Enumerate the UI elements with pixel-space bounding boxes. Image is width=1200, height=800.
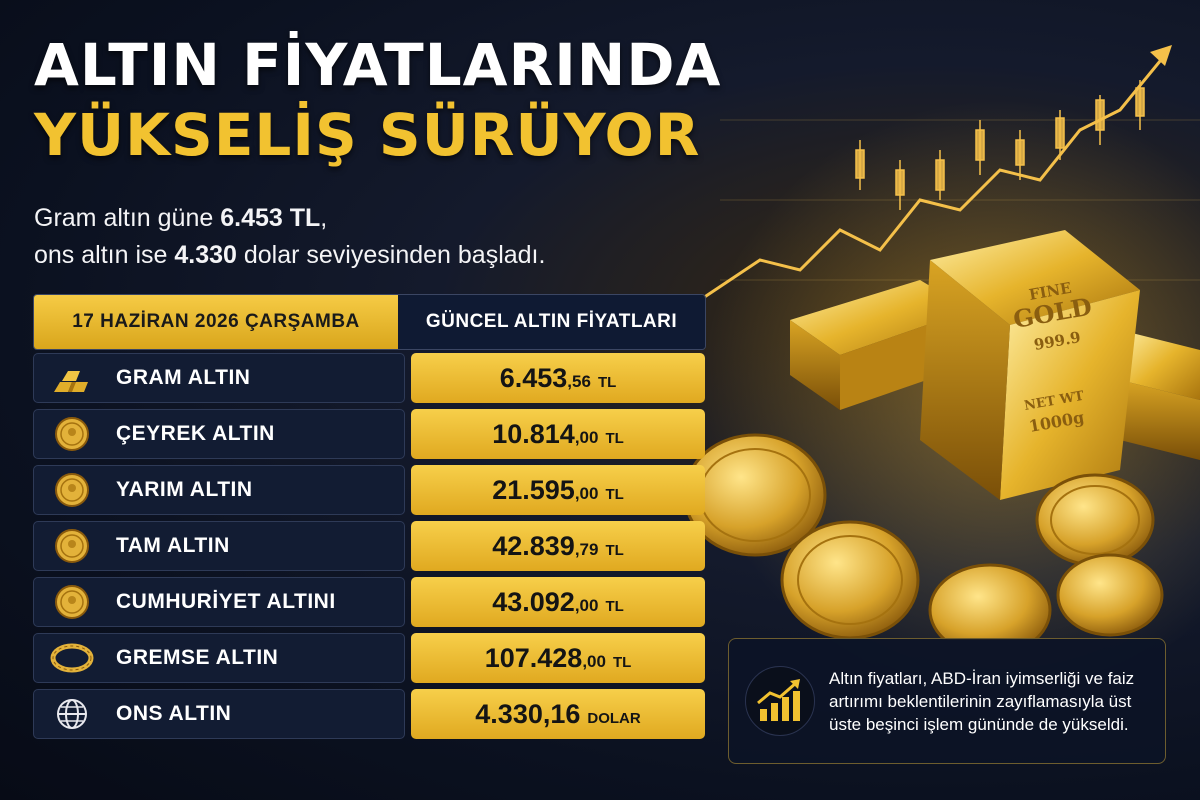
price-value: 4.330,16 bbox=[475, 699, 581, 729]
price-value: 107.428 bbox=[484, 643, 583, 673]
rising-chart-icon bbox=[745, 666, 815, 736]
row-name-cell: GREMSE ALTIN bbox=[33, 633, 405, 683]
gold-bars-icon bbox=[48, 358, 96, 398]
subtitle-line-1-text: Gram altın güne bbox=[34, 204, 221, 232]
price-decimal: ,56 bbox=[567, 372, 591, 391]
row-price-cell: 4.330,16 DOLAR bbox=[411, 689, 705, 739]
price-decimal: ,00 bbox=[574, 428, 599, 447]
row-name-cell: CUMHURİYET ALTINI bbox=[33, 577, 405, 627]
row-label: ONS ALTIN bbox=[116, 702, 232, 725]
subtitle-line-2-end: dolar seviyesinden başladı. bbox=[236, 241, 546, 269]
full-coin-icon bbox=[48, 526, 96, 566]
price-unit: TL bbox=[605, 542, 624, 559]
price-unit: TL bbox=[597, 374, 617, 391]
table-row: ÇEYREK ALTIN 10.814,00 TL bbox=[33, 406, 706, 462]
price-unit: TL bbox=[605, 598, 624, 615]
headline: ALTIN FİYATLARINDA YÜKSELİŞ SÜRÜYOR bbox=[34, 30, 754, 170]
subtitle-line-2-text: ons altın ise bbox=[34, 241, 175, 269]
row-price-cell: 21.595,00 TL bbox=[411, 465, 705, 515]
row-name-cell: GRAM ALTIN bbox=[33, 353, 405, 403]
note-text: Altın fiyatları, ABD-İran iyimserliği ve… bbox=[829, 668, 1135, 734]
subtitle: Gram altın güne 6.453 TL, ons altın ise … bbox=[34, 200, 734, 274]
price-value: 42.839 bbox=[492, 531, 575, 561]
table-header: 17 HAZİRAN 2026 ÇARŞAMBA GÜNCEL ALTIN Fİ… bbox=[33, 294, 706, 350]
price-value: 21.595 bbox=[492, 475, 575, 505]
table-row: GRAM ALTIN 6.453,56 TL bbox=[33, 350, 706, 406]
price-decimal: ,00 bbox=[574, 484, 599, 503]
table-row: TAM ALTIN 42.839,79 TL bbox=[33, 518, 706, 574]
candlesticks bbox=[855, 80, 1145, 210]
row-label: CUMHURİYET ALTINI bbox=[116, 590, 336, 613]
half-coin-icon bbox=[48, 470, 96, 510]
table-row: CUMHURİYET ALTINI 43.092,00 TL bbox=[33, 574, 706, 630]
row-label: ÇEYREK ALTIN bbox=[116, 422, 275, 445]
price-decimal: ,00 bbox=[582, 652, 606, 671]
date-header: 17 HAZİRAN 2026 ÇARŞAMBA bbox=[34, 295, 398, 349]
gold-bars-and-coins-illustration: FINE GOLD 999.9 NET WT 1000g bbox=[683, 230, 1200, 640]
row-label: GREMSE ALTIN bbox=[116, 646, 279, 669]
row-name-cell: ÇEYREK ALTIN bbox=[33, 409, 405, 459]
row-label: YARIM ALTIN bbox=[116, 478, 253, 501]
subtitle-line-2: ons altın ise 4.330 dolar seviyesinden b… bbox=[34, 237, 734, 274]
table-row: YARIM ALTIN 21.595,00 TL bbox=[33, 462, 706, 518]
price-decimal: ,00 bbox=[574, 596, 599, 615]
subtitle-ons-price: 4.330 bbox=[174, 241, 237, 269]
subtitle-gram-price: 6.453 TL bbox=[220, 204, 321, 232]
trend-line bbox=[699, 54, 1167, 302]
gold-price-table: 17 HAZİRAN 2026 ÇARŞAMBA GÜNCEL ALTIN Fİ… bbox=[33, 294, 706, 742]
row-label: TAM ALTIN bbox=[116, 534, 230, 557]
title-line-1: ALTIN FİYATLARINDA bbox=[34, 31, 722, 99]
price-unit: TL bbox=[605, 430, 624, 447]
row-price-cell: 10.814,00 TL bbox=[411, 409, 705, 459]
info-note: Altın fiyatları, ABD-İran iyimserliği ve… bbox=[728, 638, 1166, 764]
quarter-coin-icon bbox=[48, 414, 96, 454]
gold-bar-back-right bbox=[1120, 330, 1200, 460]
republic-coin-icon bbox=[48, 582, 96, 622]
globe-icon bbox=[48, 694, 96, 734]
subtitle-line-1: Gram altın güne 6.453 TL, bbox=[34, 200, 734, 237]
gold-bar-main: FINE GOLD 999.9 NET WT 1000g bbox=[920, 230, 1140, 500]
table-row: ONS ALTIN 4.330,16 DOLAR bbox=[33, 686, 706, 742]
price-unit: TL bbox=[605, 486, 624, 503]
title-line-2: YÜKSELİŞ SÜRÜYOR bbox=[34, 101, 701, 169]
price-header: GÜNCEL ALTIN FİYATLARI bbox=[398, 295, 705, 349]
row-name-cell: TAM ALTIN bbox=[33, 521, 405, 571]
row-label: GRAM ALTIN bbox=[116, 366, 251, 389]
gold-coins bbox=[683, 433, 1164, 640]
row-price-cell: 107.428,00 TL bbox=[411, 633, 705, 683]
row-price-cell: 6.453,56 TL bbox=[411, 353, 705, 403]
trend-arrow-head bbox=[1150, 45, 1172, 66]
bracelet-icon bbox=[48, 638, 96, 678]
table-rows: GRAM ALTIN 6.453,56 TL ÇEYREK ALTIN 10.814,0… bbox=[33, 350, 706, 742]
price-value: 10.814 bbox=[492, 419, 575, 449]
price-decimal: ,79 bbox=[574, 540, 599, 559]
table-row: GREMSE ALTIN 107.428,00 TL bbox=[33, 630, 706, 686]
price-unit: TL bbox=[612, 654, 632, 671]
price-value: 43.092 bbox=[492, 587, 575, 617]
row-name-cell: YARIM ALTIN bbox=[33, 465, 405, 515]
price-value: 6.453 bbox=[499, 363, 568, 393]
price-unit: DOLAR bbox=[587, 710, 641, 727]
row-price-cell: 43.092,00 TL bbox=[411, 577, 705, 627]
row-name-cell: ONS ALTIN bbox=[33, 689, 405, 739]
subtitle-line-1-end: , bbox=[320, 204, 328, 232]
row-price-cell: 42.839,79 TL bbox=[411, 521, 705, 571]
